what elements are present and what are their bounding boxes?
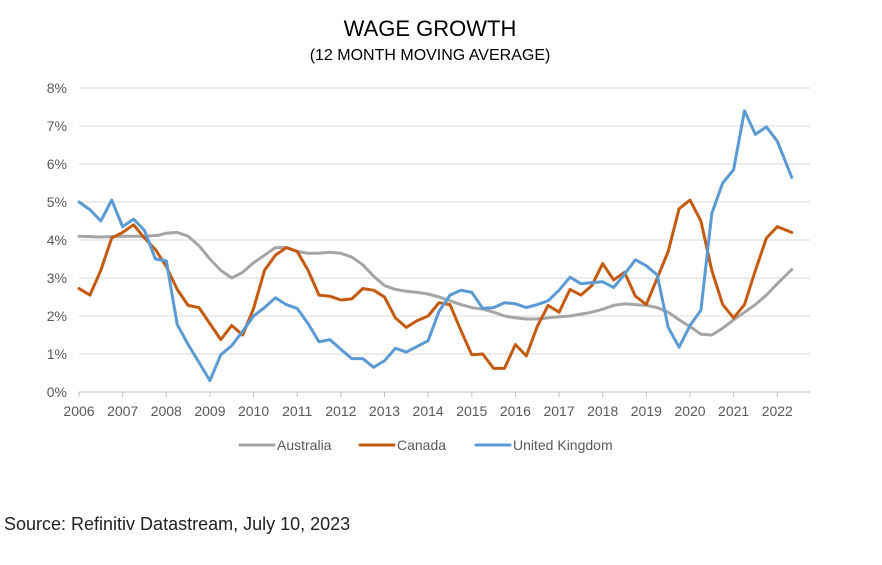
y-tick-label: 4% [47, 232, 67, 248]
y-tick-label: 8% [47, 80, 67, 96]
x-tick-label: 2010 [238, 403, 269, 419]
y-tick-label: 3% [47, 270, 67, 286]
x-tick-label: 2021 [718, 403, 749, 419]
gridlines [79, 87, 810, 355]
x-tick-label: 2015 [456, 403, 487, 419]
legend-label: United Kingdom [513, 437, 613, 453]
x-tick-label: 2022 [762, 403, 793, 419]
source-note: Source: Refinitiv Datastream, July 10, 2… [4, 514, 351, 534]
x-tick-label: 2012 [325, 403, 356, 419]
series-line-united-kingdom [77, 109, 794, 383]
y-tick-label: 7% [47, 118, 67, 134]
x-tick-label: 2019 [631, 403, 662, 419]
x-tick-label: 2014 [413, 403, 444, 419]
legend-label: Australia [277, 437, 332, 453]
x-axis: 2006 2007 2008 2009 2010 2011 2012 2013 2014 2015… [63, 391, 810, 419]
x-tick-label: 2013 [369, 403, 400, 419]
x-tick-label: 2006 [63, 403, 94, 419]
x-tick-label: 2016 [500, 403, 531, 419]
y-tick-label: 6% [47, 156, 67, 172]
x-tick-label: 2018 [587, 403, 618, 419]
y-tick-label: 1% [47, 346, 67, 362]
chart-title: WAGE GROWTH [344, 16, 517, 41]
x-tick-label: 2008 [151, 403, 182, 419]
chart-subtitle: (12 MONTH MOVING AVERAGE) [310, 47, 551, 64]
legend-label: Canada [397, 437, 446, 453]
y-tick-label: 0% [47, 384, 67, 400]
series-line-canada [77, 198, 794, 370]
y-axis: 0% 1% 2% 3% 4% 5% 6% 7% 8% [47, 80, 67, 400]
x-tick-label: 2020 [674, 403, 705, 419]
y-tick-label: 2% [47, 308, 67, 324]
series-lines [77, 109, 794, 383]
x-tick-label: 2009 [194, 403, 225, 419]
y-tick-label: 5% [47, 194, 67, 210]
x-tick-label: 2017 [543, 403, 574, 419]
x-tick-label: 2011 [282, 403, 312, 419]
series-line-australia [77, 230, 794, 337]
legend: Australia Canada United Kingdom [238, 437, 613, 453]
x-tick-label: 2007 [107, 403, 138, 419]
